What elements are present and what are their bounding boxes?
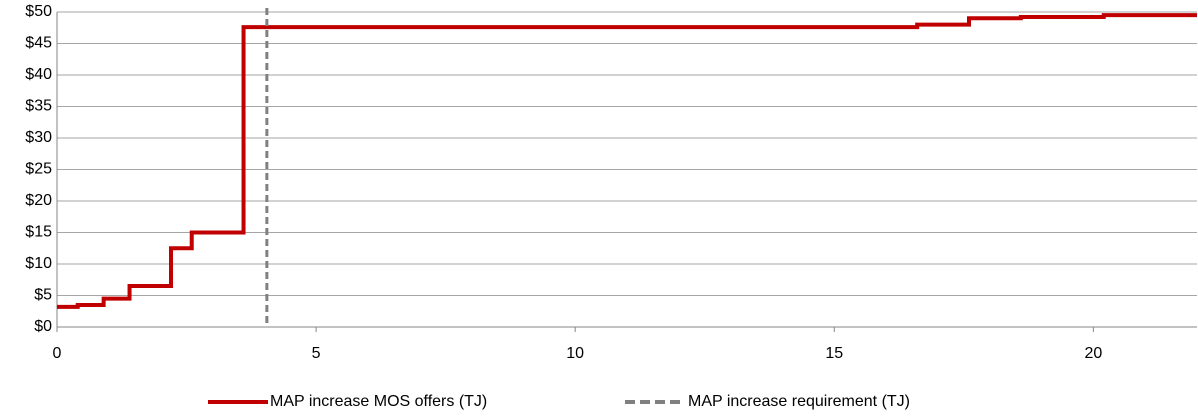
y-tick-label: $5 <box>34 287 52 304</box>
x-tick-label: 0 <box>53 345 62 362</box>
legend-label: MAP increase requirement (TJ) <box>688 393 910 410</box>
y-tick-label: $30 <box>25 129 52 146</box>
y-tick-label: $35 <box>25 98 52 115</box>
x-tick-label: 5 <box>312 345 321 362</box>
y-tick-label: $25 <box>25 161 52 178</box>
legend-label: MAP increase MOS offers (TJ) <box>270 393 487 410</box>
line-series <box>57 13 1197 309</box>
x-tick-label: 10 <box>566 345 584 362</box>
y-tick-label: $10 <box>25 255 52 272</box>
x-tick-label: 15 <box>825 345 843 362</box>
x-tick-label: 20 <box>1084 345 1102 362</box>
y-tick-label: $45 <box>25 35 52 52</box>
y-tick-label: $20 <box>25 192 52 209</box>
y-tick-label: $50 <box>25 3 52 20</box>
y-tick-label: $15 <box>25 224 52 241</box>
y-tick-label: $40 <box>25 66 52 83</box>
y-tick-label: $0 <box>34 318 52 335</box>
